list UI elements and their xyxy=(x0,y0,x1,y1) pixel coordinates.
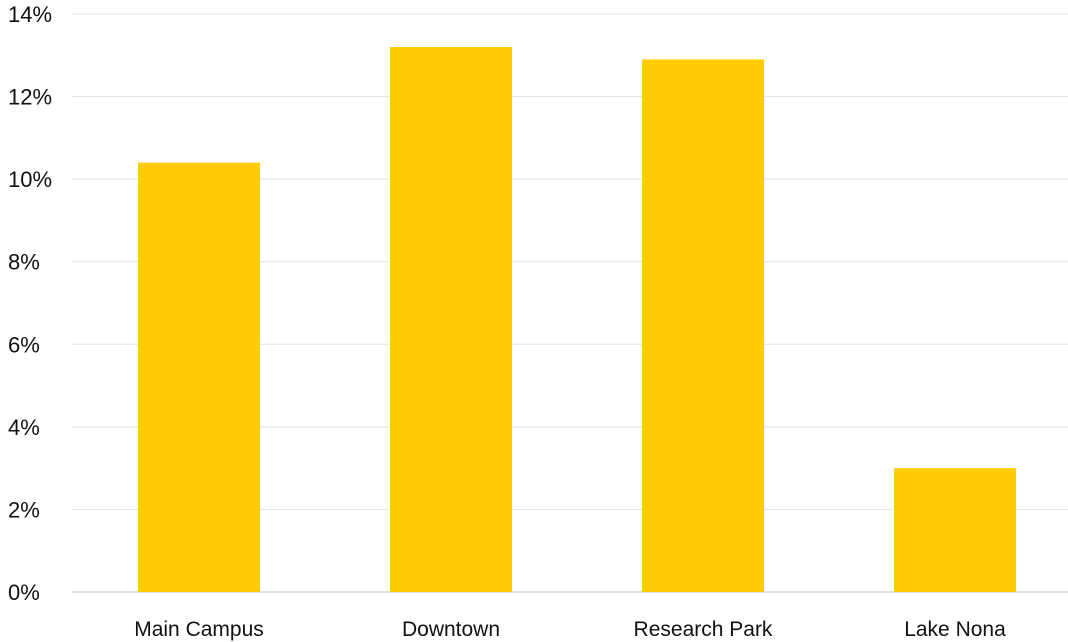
y-tick-label: 8% xyxy=(8,250,40,275)
x-category-label: Main Campus xyxy=(134,618,264,641)
bar-main-campus xyxy=(138,162,260,592)
bar-downtown xyxy=(390,47,512,593)
x-category-label: Lake Nona xyxy=(904,618,1006,641)
x-axis-category-labels: Main Campus Downtown Research Park Lake Non… xyxy=(134,618,1006,641)
bar-research-park xyxy=(642,59,764,592)
y-tick-label: 10% xyxy=(8,167,52,192)
y-axis-tick-labels: 0% 2% 4% 6% 8% 10% 12% 14% xyxy=(8,2,52,605)
y-tick-label: 6% xyxy=(8,332,40,357)
x-category-label: Research Park xyxy=(634,618,773,641)
bar-lake-nona xyxy=(894,468,1016,592)
y-tick-label: 0% xyxy=(8,580,40,605)
y-tick-label: 2% xyxy=(8,497,40,522)
y-tick-label: 4% xyxy=(8,415,40,440)
y-tick-label: 12% xyxy=(8,85,52,110)
bars xyxy=(138,47,1016,593)
x-category-label: Downtown xyxy=(402,618,500,641)
y-tick-label: 14% xyxy=(8,2,52,27)
